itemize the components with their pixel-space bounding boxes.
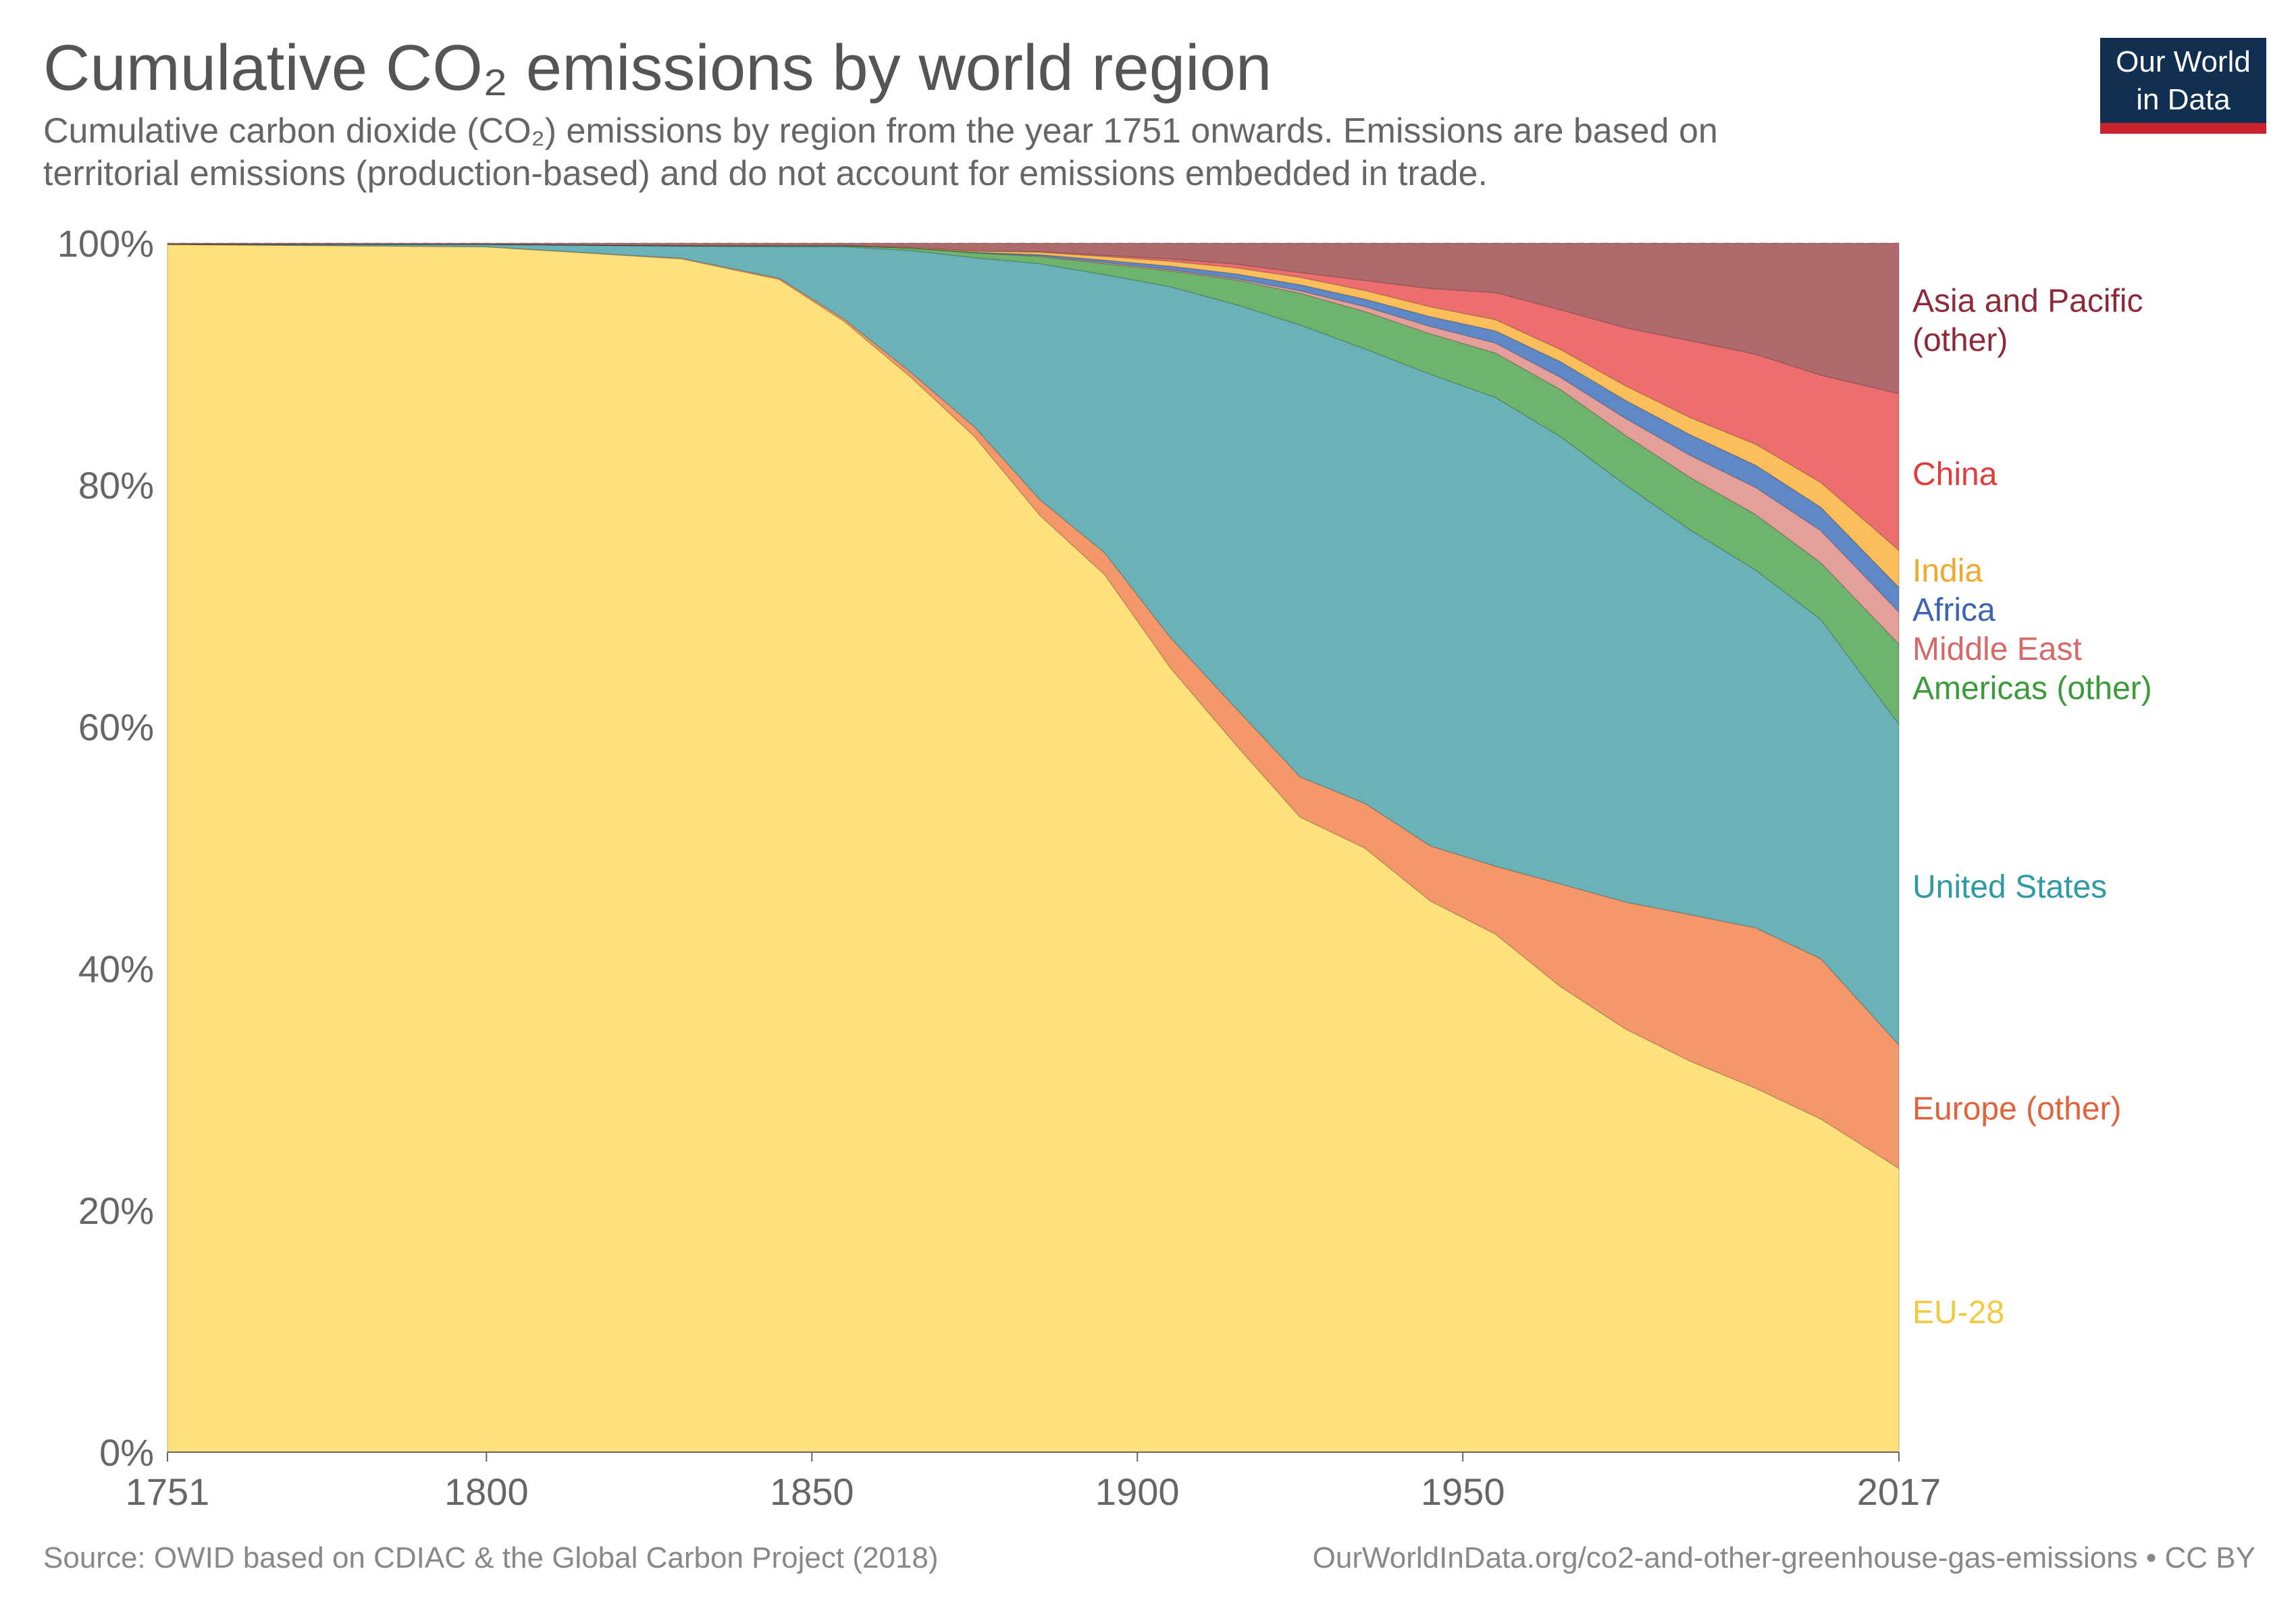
source-note: Source: OWID based on CDIAC & the Global… <box>43 1541 939 1574</box>
source-url-link[interactable]: OurWorldInData.org/co2-and-other-greenho… <box>1312 1541 2255 1574</box>
series-label-eu-28[interactable]: EU-28 <box>1912 1295 2004 1331</box>
area-india[interactable] <box>167 244 1900 589</box>
y-tick-label: 0% <box>99 1431 154 1474</box>
area-china[interactable] <box>167 244 1900 552</box>
y-tick-label: 40% <box>78 948 154 990</box>
series-label-united-states[interactable]: United States <box>1912 869 2107 905</box>
series-label-americas-other[interactable]: Americas (other) <box>1912 671 2152 706</box>
series-label-middle-east[interactable]: Middle East <box>1912 632 2082 667</box>
y-tick-label: 100% <box>57 222 154 265</box>
axis-layer: 0% 20% 40% 60% 80% 100% 1751 1800 1850 1900 1950 20… <box>57 222 1941 1513</box>
x-tick-label: 1850 <box>770 1470 854 1513</box>
area-asia-and-pacific-other[interactable] <box>167 242 1900 394</box>
chart-subtitle-line-2: territorial emissions (production-based)… <box>43 154 1488 193</box>
series-label-asia-and-pacific-other[interactable]: Asia and Pacific (other) <box>1912 283 2143 358</box>
logo-line-1: Our World <box>2116 45 2251 78</box>
y-tick-label: 20% <box>78 1189 154 1232</box>
x-tick-label: 1800 <box>444 1470 529 1513</box>
y-tick-label: 60% <box>78 706 154 748</box>
area-layer <box>167 242 1900 1453</box>
chart-subtitle-line-1: Cumulative carbon dioxide (CO₂) emission… <box>43 111 1718 151</box>
x-tick-label: 1900 <box>1095 1470 1180 1513</box>
chart-title: Cumulative CO₂ emissions by world region <box>43 32 1272 104</box>
x-tick-label: 1751 <box>126 1470 210 1513</box>
x-tick-label: 2017 <box>1857 1470 1941 1513</box>
owid-logo[interactable]: Our World in Data <box>2100 38 2266 134</box>
series-label-africa[interactable]: Africa <box>1912 592 1995 628</box>
series-label-europe-other[interactable]: Europe (other) <box>1912 1091 2122 1127</box>
series-label-china[interactable]: China <box>1912 457 1998 492</box>
logo-line-2: in Data <box>2136 83 2230 116</box>
series-label-india[interactable]: India <box>1912 553 1983 589</box>
y-tick-label: 80% <box>78 464 154 507</box>
x-tick-label: 1950 <box>1421 1470 1505 1513</box>
